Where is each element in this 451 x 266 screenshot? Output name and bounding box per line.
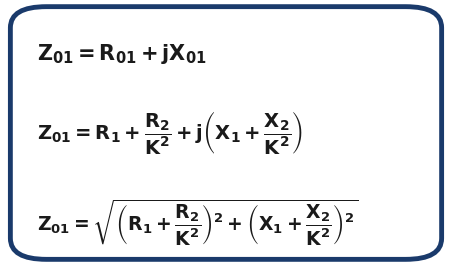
FancyBboxPatch shape [10,7,441,259]
Text: $\mathbf{Z_{01} = R_1 + \dfrac{R_2}{K^2} + j\left(X_1 + \dfrac{X_2}{K^2}\right)}: $\mathbf{Z_{01} = R_1 + \dfrac{R_2}{K^2}… [37,110,303,156]
Text: $\mathbf{Z_{01} = R_{01} + jX_{01}}$: $\mathbf{Z_{01} = R_{01} + jX_{01}}$ [37,42,207,66]
Text: $\mathbf{Z_{01} = \sqrt{\left(R_1 + \dfrac{R_2}{K^2}\right)^2 + \left(X_1 + \dfr: $\mathbf{Z_{01} = \sqrt{\left(R_1 + \dfr… [37,197,358,248]
